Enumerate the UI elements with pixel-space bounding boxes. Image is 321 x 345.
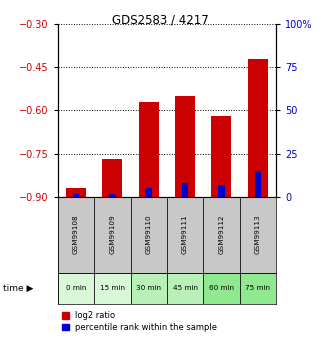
Bar bbox=[240, 197, 276, 273]
Bar bbox=[182, 183, 188, 197]
Bar bbox=[212, 116, 231, 197]
Text: 75 min: 75 min bbox=[245, 285, 270, 291]
Bar bbox=[218, 185, 225, 197]
Text: GSM99112: GSM99112 bbox=[219, 215, 224, 254]
Bar bbox=[255, 171, 261, 197]
Text: 45 min: 45 min bbox=[173, 285, 198, 291]
Text: GSM99113: GSM99113 bbox=[255, 215, 261, 254]
Bar bbox=[167, 197, 203, 273]
Text: GSM99111: GSM99111 bbox=[182, 215, 188, 254]
Bar bbox=[175, 96, 195, 197]
Bar bbox=[94, 273, 131, 304]
Bar bbox=[58, 197, 94, 273]
Bar bbox=[131, 273, 167, 304]
Text: GSM99108: GSM99108 bbox=[73, 215, 79, 254]
Text: GSM99110: GSM99110 bbox=[146, 215, 152, 254]
Bar bbox=[73, 194, 79, 197]
Text: GDS2583 / 4217: GDS2583 / 4217 bbox=[112, 14, 209, 27]
Bar bbox=[203, 273, 240, 304]
Bar bbox=[94, 197, 131, 273]
Bar bbox=[58, 273, 94, 304]
Bar bbox=[203, 197, 240, 273]
Text: 15 min: 15 min bbox=[100, 285, 125, 291]
Text: GSM99109: GSM99109 bbox=[109, 215, 115, 254]
Text: 30 min: 30 min bbox=[136, 285, 161, 291]
Bar bbox=[109, 194, 116, 197]
Text: 0 min: 0 min bbox=[66, 285, 86, 291]
Bar bbox=[167, 273, 203, 304]
Text: time ▶: time ▶ bbox=[3, 284, 34, 293]
Bar bbox=[131, 197, 167, 273]
Bar bbox=[102, 159, 122, 197]
Text: 60 min: 60 min bbox=[209, 285, 234, 291]
Bar bbox=[66, 188, 86, 197]
Bar bbox=[248, 59, 268, 197]
Bar bbox=[139, 102, 159, 197]
Bar bbox=[145, 188, 152, 197]
Bar bbox=[240, 273, 276, 304]
Legend: log2 ratio, percentile rank within the sample: log2 ratio, percentile rank within the s… bbox=[62, 311, 217, 332]
